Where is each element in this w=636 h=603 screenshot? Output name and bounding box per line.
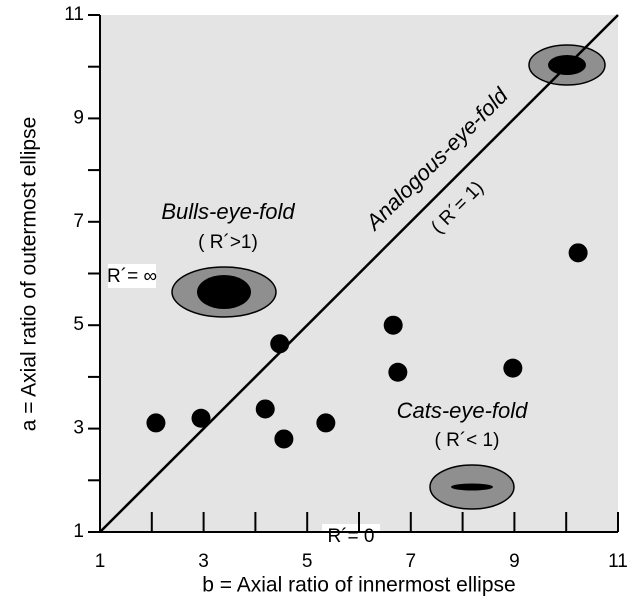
y-tick-label: 1 — [73, 521, 84, 542]
annotation: R´= 0 — [328, 526, 375, 547]
x-axis-label: b = Axial ratio of innermost ellipse — [202, 574, 515, 597]
annotation: ( R´>1) — [198, 232, 258, 253]
y-tick-label: 11 — [64, 4, 84, 25]
annotation: Cats-eye-fold — [397, 398, 529, 423]
point — [316, 413, 335, 432]
x-tick-label: 7 — [406, 551, 417, 572]
bulls-eye-core — [197, 275, 251, 309]
x-tick-label: 9 — [509, 551, 520, 572]
point — [569, 243, 588, 262]
y-tick-label: 7 — [73, 211, 84, 232]
point — [146, 413, 165, 432]
y-tick-label: 3 — [73, 418, 84, 439]
x-tick-label: 11 — [608, 551, 628, 572]
point — [270, 334, 289, 353]
point — [192, 409, 211, 428]
point — [256, 399, 275, 418]
y-tick-label: 9 — [73, 107, 84, 128]
point — [384, 316, 403, 335]
point — [274, 429, 293, 448]
annotation: R´= ∞ — [107, 266, 157, 287]
cats-eye-core — [451, 484, 493, 491]
annotation: Bulls-eye-fold — [161, 199, 295, 224]
point — [503, 359, 522, 378]
x-tick-label: 1 — [95, 551, 106, 572]
x-tick-label: 5 — [302, 551, 313, 572]
point — [388, 363, 407, 382]
annotation: ( R´< 1) — [435, 430, 500, 451]
y-tick-label: 5 — [73, 314, 84, 335]
chart: Bulls-eye-fold ( R´>1) Analogous-eye-fol… — [0, 0, 636, 603]
y-axis-label: a = Axial ratio of outermost ellipse — [18, 117, 41, 432]
x-tick-label: 3 — [198, 551, 209, 572]
